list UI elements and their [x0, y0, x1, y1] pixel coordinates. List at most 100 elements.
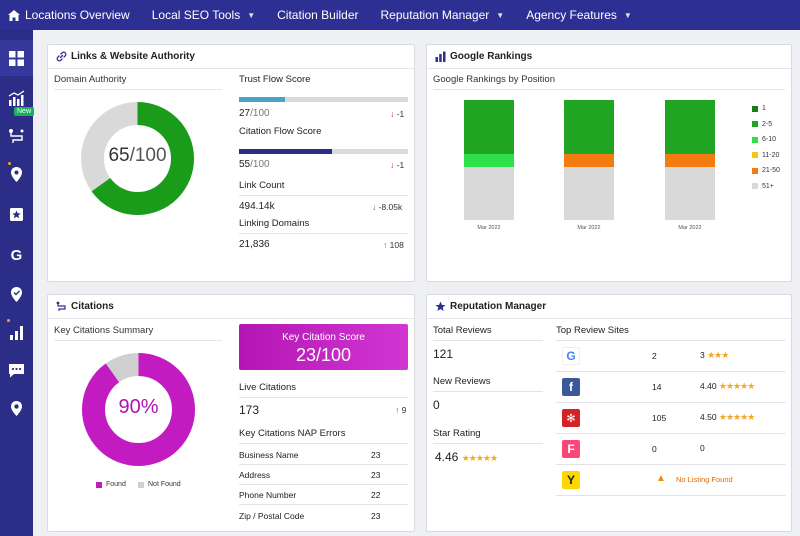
rating-number: 3 [700, 350, 705, 360]
nav-label: Local SEO Tools [151, 8, 241, 22]
divider [433, 340, 543, 341]
grid-icon[interactable] [0, 40, 33, 76]
legend-label: 2-5 [762, 120, 773, 128]
rankings-subtitle: Google Rankings by Position [433, 74, 555, 85]
domain-authority-donut [81, 102, 194, 215]
key-citations-summary-label: Key Citations Summary [54, 325, 154, 336]
nav-label: Agency Features [526, 8, 617, 22]
review-site-foursquare[interactable]: F 0 0 [556, 434, 792, 464]
rating-number: 4.50 [700, 412, 717, 422]
review-count: 0 [652, 444, 657, 454]
divider [239, 195, 408, 196]
nav-label: Locations Overview [25, 8, 130, 22]
nav-label: Citation Builder [277, 8, 359, 22]
google-logo-icon: G [562, 347, 580, 365]
divider [556, 433, 786, 434]
bar-segment-6-10 [464, 154, 514, 168]
star-flag-icon[interactable] [0, 196, 33, 232]
location-icon[interactable] [0, 276, 33, 312]
rating-stars: ★★★★★ [718, 412, 755, 422]
citation-flow-bar [239, 149, 408, 154]
nav-local-seo-tools[interactable]: Local SEO Tools ▼ [152, 8, 255, 22]
tf-score: 27 [239, 108, 251, 119]
review-site-yellowpages[interactable]: Y ▲ No Listing Found [556, 465, 792, 495]
review-site-facebook[interactable]: f 14 4.40 ★★★★★ [556, 372, 792, 402]
nap-label: Zip / Postal Code [239, 511, 305, 521]
warning-icon: ▲ [656, 473, 666, 484]
card-header: Google Rankings [427, 45, 791, 69]
chevron-down-icon: ▼ [623, 10, 632, 20]
route-icon[interactable] [0, 118, 33, 154]
nap-row: Zip / Postal Code 23 [239, 511, 409, 521]
divider [433, 443, 543, 444]
link-count-label: Link Count [239, 180, 285, 191]
new-reviews-value: 0 [433, 398, 440, 412]
divider [239, 397, 408, 398]
rankings-icon[interactable] [0, 80, 33, 116]
star-rating-value: 4.46 ★★★★★ [435, 450, 498, 464]
citation-flow-value: 55/100 [239, 159, 270, 170]
review-site-google[interactable]: G 2 3 ★★★ [556, 341, 792, 371]
delta-value: 9 [401, 405, 407, 415]
citation-flow-delta: ↓ -1 [390, 160, 404, 170]
legend-label: 21-50 [762, 167, 780, 174]
score-value: 23/100 [295, 345, 352, 365]
divider [556, 371, 786, 372]
card-header: Reputation Manager [427, 295, 791, 319]
arrow-down-icon: ↓ [372, 202, 377, 212]
review-rating: 3 ★★★ [700, 350, 729, 361]
divider [556, 402, 786, 403]
bar-chart-icon[interactable] [0, 314, 33, 350]
new-reviews-label: New Reviews [433, 376, 491, 387]
legend-item-51+: 51+ [752, 183, 774, 190]
google-icon[interactable]: G [0, 236, 33, 272]
divider [54, 89, 222, 90]
card-header: Links & Website Authority [48, 45, 414, 69]
domain-authority-value: 65/100 [80, 145, 195, 167]
card-header: Citations [48, 295, 414, 319]
legend-label: Not Found [148, 481, 181, 488]
nav-reputation-manager[interactable]: Reputation Manager ▼ [381, 8, 505, 22]
marker-icon[interactable] [0, 390, 33, 426]
bar-segment-51+ [665, 167, 715, 220]
arrow-up-icon: ↑ [395, 405, 400, 415]
linking-domains-delta: ↑ 108 [383, 240, 404, 250]
yellowpages-logo-icon: Y [562, 471, 580, 489]
delta-value: 108 [389, 240, 404, 250]
review-rating: 0 [700, 443, 705, 453]
linking-domains-value: 21,836 [239, 239, 270, 250]
nav-agency-features[interactable]: Agency Features ▼ [526, 8, 632, 22]
trust-flow-value: 27/100 [239, 108, 270, 119]
trust-flow-delta: ↓ -1 [390, 109, 404, 119]
notification-dot [7, 319, 10, 322]
bar-chart-icon [435, 51, 446, 62]
map-pin-icon[interactable] [0, 156, 33, 192]
review-site-yelp[interactable]: ✻ 105 4.50 ★★★★★ [556, 403, 792, 433]
divider [239, 484, 408, 485]
bar-segment-51+ [464, 167, 514, 220]
legend-swatch [752, 121, 758, 127]
divider [556, 495, 786, 496]
review-count: 14 [652, 382, 662, 392]
rankings-chart: Mar 2022 Mar 2022 Mar 2022 [464, 100, 715, 231]
card-title: Links & Website Authority [71, 51, 195, 62]
rating-stars: ★★★★★ [718, 381, 755, 391]
review-count: 105 [652, 413, 667, 423]
chevron-down-icon: ▼ [247, 10, 256, 20]
x-tick-label: Mar 2022 [577, 225, 600, 231]
legend-swatch [752, 183, 758, 189]
citations-donut [82, 353, 195, 466]
bar-segment-51+ [564, 167, 614, 220]
nap-row: Phone Number 22 [239, 490, 409, 500]
link-count-delta: ↓ -8.05k [372, 202, 402, 212]
route-icon [56, 301, 66, 311]
trust-flow-bar-fill [239, 97, 285, 102]
bar-segment-2-5 [665, 100, 715, 154]
nav-locations-overview[interactable]: Locations Overview [8, 8, 130, 22]
nav-citation-builder[interactable]: Citation Builder [277, 8, 358, 22]
nap-value: 22 [371, 490, 381, 500]
nap-row: Address 23 [239, 470, 409, 480]
chat-icon[interactable] [0, 352, 33, 388]
legend-item-11-20: 11-20 [752, 152, 779, 159]
score-label: Key Citation Score [282, 332, 365, 343]
